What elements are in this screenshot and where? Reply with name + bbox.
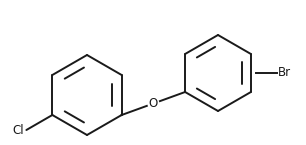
Text: Br: Br xyxy=(278,67,291,79)
Text: Cl: Cl xyxy=(13,124,24,136)
Text: O: O xyxy=(149,97,158,110)
